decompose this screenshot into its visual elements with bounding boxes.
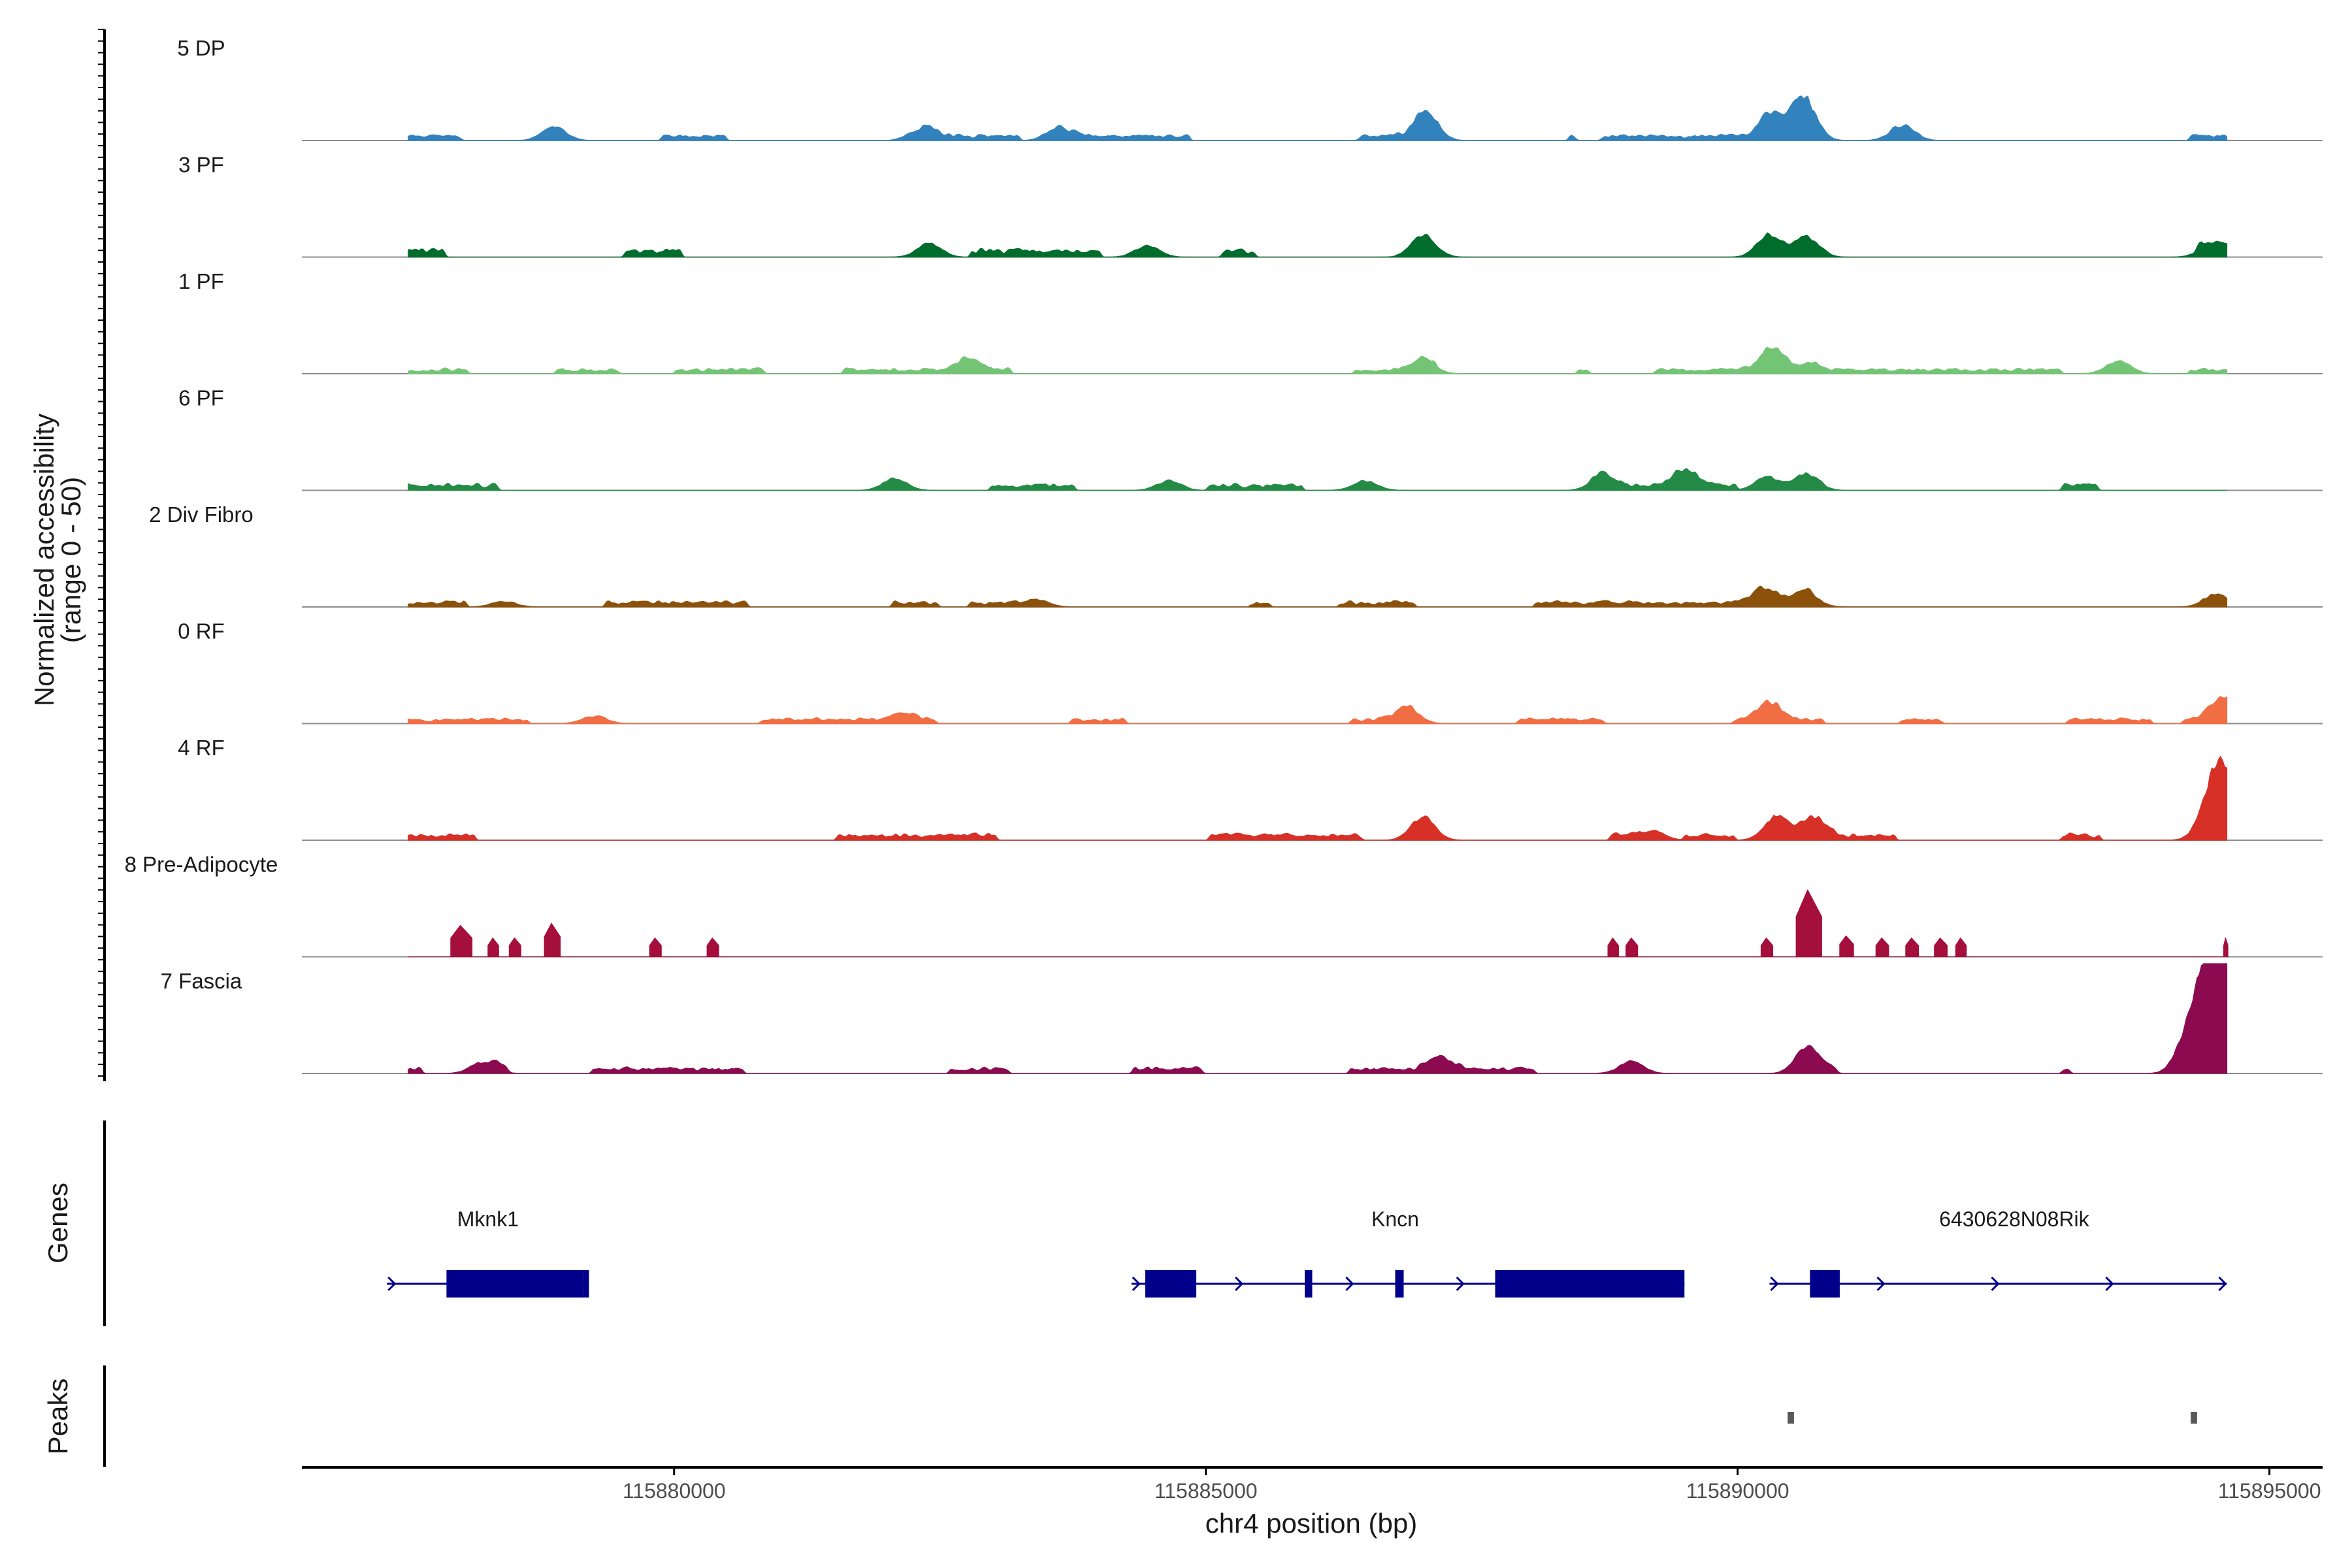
x-tick-label: 115880000	[623, 1479, 726, 1503]
track-6-pf: 6 PF	[178, 386, 2323, 491]
strand-arrow	[1770, 1276, 1779, 1292]
x-tick-label: 115890000	[1686, 1479, 1789, 1503]
exon	[1305, 1270, 1313, 1298]
strand-arrow	[387, 1276, 397, 1292]
track-label: 1 PF	[178, 269, 224, 293]
x-axis-ticks: 115880000 115885000 115890000 115895000	[623, 1467, 2321, 1503]
track-label: 8 Pre-Adipocyte	[125, 853, 278, 877]
y-axis-title-line2: (range 0 - 50)	[56, 477, 86, 643]
exon	[1145, 1270, 1197, 1298]
coverage-area	[408, 346, 2228, 374]
track-label: 5 DP	[177, 36, 225, 60]
x-axis-title: chr4 position (bp)	[1205, 1508, 1418, 1539]
gene-label: Mknk1	[457, 1207, 519, 1231]
strand-arrow	[1345, 1276, 1354, 1292]
peak-mark	[2191, 1412, 2197, 1424]
y-axis-title-line1: Normalized accessibility	[29, 414, 59, 706]
x-tick-label: 115885000	[1154, 1479, 1258, 1503]
gene-kncn: Kncn	[1131, 1207, 1685, 1298]
track-label: 0 RF	[178, 619, 225, 644]
coverage-tracks: 5 DP 3 PF 1 PF 6 PF 2 Div Fibro 0 RF 4 RF 8 Pre…	[125, 36, 2323, 1074]
exon	[1395, 1270, 1404, 1298]
track-3-pf: 3 PF	[178, 153, 2323, 258]
gene-label: 6430628N08Rik	[1939, 1207, 2090, 1231]
x-tick-label: 115895000	[2218, 1479, 2321, 1503]
strand-arrow	[1876, 1276, 1886, 1292]
exon	[446, 1270, 584, 1298]
track-label: 7 Fascia	[161, 969, 242, 993]
track-2-div-fibro: 2 Div Fibro	[149, 502, 2323, 608]
y-axis-ticks	[98, 29, 105, 1077]
track-5-dp: 5 DP	[177, 36, 2323, 141]
track-4-rf: 4 RF	[178, 736, 2323, 841]
track-7-fascia: 7 Fascia	[161, 963, 2323, 1074]
strand-arrow	[2218, 1276, 2227, 1292]
strand-arrow	[1456, 1276, 1465, 1292]
genes-panel-title: Genes	[42, 1183, 73, 1264]
coverage-area	[408, 468, 2228, 491]
coverage-area	[408, 95, 2228, 141]
coverage-area	[408, 696, 2228, 725]
track-label: 3 PF	[178, 153, 224, 177]
strand-arrow	[1132, 1276, 1141, 1292]
peaks-panel-title: Peaks	[42, 1379, 73, 1455]
coverage-area	[408, 232, 2228, 258]
track-0-rf: 0 RF	[178, 619, 2323, 725]
strand-arrow	[1234, 1276, 1244, 1292]
gene-6430628n08rik: 6430628N08Rik	[1769, 1207, 2227, 1298]
track-label: 4 RF	[178, 736, 225, 760]
peaks-track	[1788, 1412, 2197, 1424]
track-label: 2 Div Fibro	[149, 502, 253, 527]
gene-annotation-track: Mknk1 Kncn 6430628N08Rik	[387, 1207, 2227, 1298]
peak-mark	[1788, 1412, 1794, 1424]
gene-mknk1: Mknk1	[387, 1207, 589, 1298]
coverage-area	[408, 889, 2229, 958]
coverage-area	[408, 756, 2228, 841]
strand-arrow	[1991, 1276, 2000, 1292]
exon	[583, 1270, 589, 1298]
track-label: 6 PF	[178, 386, 224, 410]
strand-arrow	[2105, 1276, 2114, 1292]
exon	[1495, 1270, 1685, 1298]
coverage-area	[408, 585, 2228, 608]
exon	[1810, 1270, 1840, 1298]
track-8-pre-adipocyte: 8 Pre-Adipocyte	[125, 853, 2323, 958]
track-1-pf: 1 PF	[178, 269, 2323, 374]
gene-label: Kncn	[1371, 1207, 1419, 1231]
coverage-area	[408, 963, 2228, 1074]
